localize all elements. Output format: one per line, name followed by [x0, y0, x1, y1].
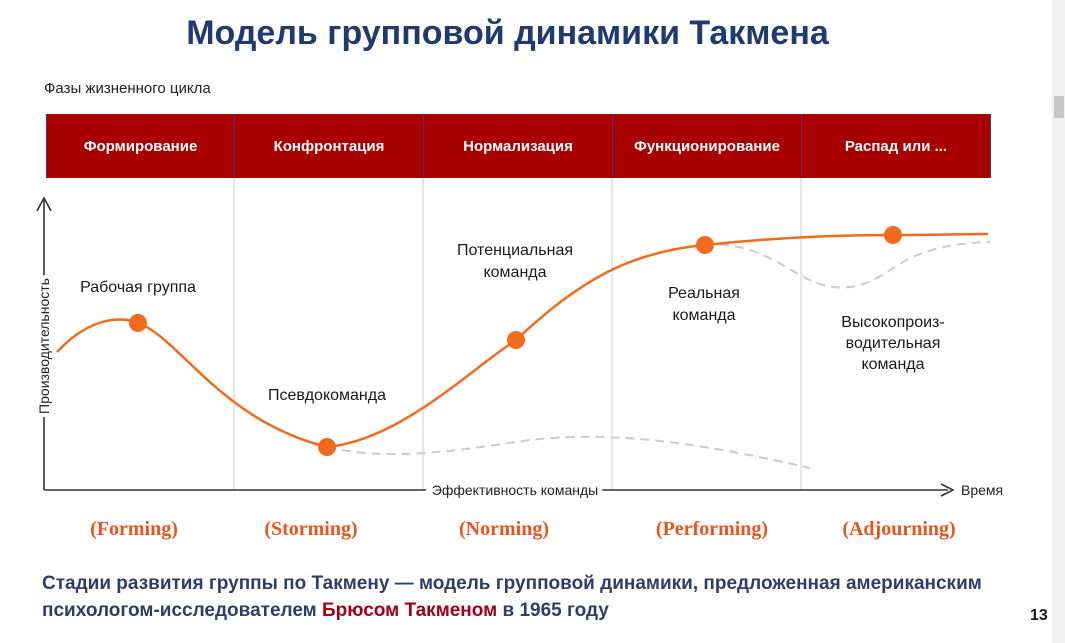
- stage-label-real-team: команда: [672, 307, 735, 324]
- dashed-decline-path: [326, 435, 811, 469]
- scrollbar-thumb[interactable]: [1054, 96, 1064, 118]
- scrollbar-track[interactable]: [1052, 0, 1065, 643]
- stage-label-real-team: Реальная: [668, 285, 740, 302]
- caption-text: Стадии развития группы по Такмену — моде…: [42, 573, 982, 621]
- phase-performing: Функционирование: [613, 114, 802, 178]
- phase-bar: Формирование Конфронтация Нормализация Ф…: [46, 114, 991, 178]
- x-axis-end-label: Время: [961, 482, 1003, 498]
- phase-adjourning: Распад или ...: [802, 114, 991, 178]
- stage-label-working-group: Рабочая группа: [80, 279, 196, 296]
- slide-title: Модель групповой динамики Такмена: [186, 14, 829, 52]
- real-team-marker: [696, 236, 714, 254]
- dashed-adjourn-path: [704, 241, 991, 289]
- stage-label-high-performance: команда: [861, 356, 924, 373]
- page-number: 13: [1030, 607, 1048, 624]
- english-stage-norming: (Norming): [459, 518, 549, 540]
- stage-label-pseudo-team: Псевдокоманда: [268, 387, 386, 404]
- high-performance-marker: [884, 226, 902, 244]
- slide-caption: Стадии развития группы по Такмену — моде…: [42, 570, 1002, 624]
- x-axis-arrow-icon: [940, 483, 955, 497]
- english-stage-storming: (Storming): [264, 518, 358, 540]
- stage-label-high-performance: Высокопроиз-: [841, 314, 944, 331]
- phase-storming: Конфронтация: [235, 114, 424, 178]
- stage-label-potential-team: Потенциальная: [457, 242, 573, 259]
- y-axis-label: Производительность: [36, 278, 52, 414]
- stage-label-potential-team: команда: [483, 264, 546, 281]
- caption-highlight: Брюсом Такменом: [321, 600, 498, 621]
- phase-norming: Нормализация: [424, 114, 613, 178]
- tuckman-diagram: Производительность Эффективность команды…: [36, 178, 1004, 498]
- english-stage-adjourning: (Adjourning): [842, 518, 956, 540]
- phase-forming: Формирование: [46, 114, 235, 178]
- potential-team-marker: [507, 331, 525, 349]
- phases-label: Фазы жизненного цикла: [44, 80, 211, 97]
- english-stage-performing: (Performing): [655, 518, 769, 540]
- y-axis-arrow-icon: [36, 196, 52, 212]
- working-group-marker: [129, 314, 147, 332]
- stage-label-high-performance: водительная: [846, 335, 941, 352]
- english-stage-forming: (Forming): [90, 518, 178, 540]
- x-axis-label: Эффективность команды: [432, 482, 598, 498]
- caption-text-end: в 1965 году: [497, 600, 609, 621]
- pseudo-team-marker: [318, 438, 336, 456]
